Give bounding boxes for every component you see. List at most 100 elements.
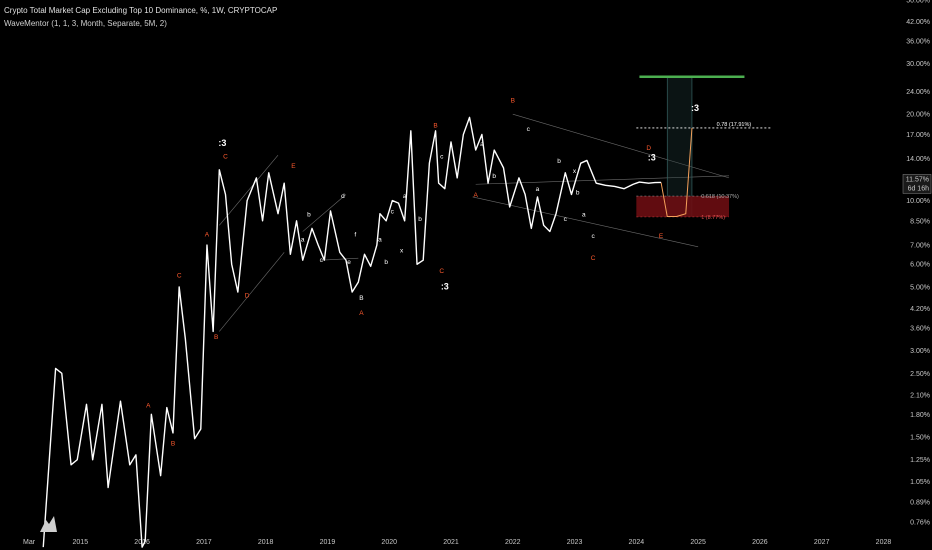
wave-label: a — [582, 212, 586, 219]
fib-label-078: 0.78 (17.91%) — [717, 122, 752, 128]
y-tick-label: 8.50% — [910, 218, 930, 225]
y-tick-label: 7.00% — [910, 243, 930, 250]
wave-label: B — [433, 122, 437, 129]
wave-label: B — [511, 97, 515, 104]
degree-label: :3 — [218, 138, 226, 148]
trend-line — [512, 113, 730, 179]
target-zone-box — [667, 76, 692, 217]
x-tick-label: 2019 — [320, 539, 336, 546]
y-tick-label: 42.00% — [906, 19, 930, 26]
trend-line — [219, 252, 285, 332]
x-tick-label: 2018 — [258, 539, 274, 546]
y-tick-label: 50.00% — [906, 0, 930, 5]
wave-label: b — [418, 216, 422, 223]
wave-label: f — [354, 231, 356, 238]
y-tick-label: 0.76% — [910, 519, 930, 526]
wave-label: b — [557, 158, 561, 165]
wave-label: A — [474, 192, 479, 199]
y-tick-label: 1.50% — [910, 435, 930, 442]
wave-label: b — [384, 259, 388, 266]
wave-label: a — [536, 186, 540, 193]
price-badge — [902, 174, 932, 194]
price-line — [42, 116, 662, 548]
x-tick-label: 2028 — [876, 539, 892, 546]
wave-label: A — [146, 403, 151, 410]
wave-label: b — [307, 212, 311, 219]
wave-label: b — [492, 173, 496, 180]
price-badge-countdown: 6d 16h — [908, 185, 930, 192]
y-tick-label: 17.00% — [906, 132, 930, 139]
trend-line — [321, 257, 359, 261]
chart-title: Crypto Total Market Cap Excluding Top 10… — [4, 6, 278, 15]
x-tick-label: 2017 — [196, 539, 212, 546]
x-tick-label: 2021 — [443, 539, 459, 546]
y-tick-label: 1.80% — [910, 412, 930, 419]
x-tick-label: 2026 — [752, 539, 768, 546]
wave-label: C — [439, 268, 444, 275]
logo-icon — [40, 516, 57, 532]
x-tick-label: 2022 — [505, 539, 521, 546]
wave-label: c — [391, 209, 395, 216]
y-tick-label: 1.05% — [910, 479, 930, 486]
wave-label: C — [177, 272, 182, 279]
y-tick-label: 10.00% — [906, 198, 930, 205]
wave-label: E — [659, 233, 664, 240]
x-tick-label: 2015 — [73, 539, 89, 546]
wave-label: c — [564, 216, 568, 223]
y-tick-label: 0.89% — [910, 500, 930, 507]
wave-label: B — [214, 334, 218, 341]
trend-line — [302, 194, 347, 232]
wave-label: c — [591, 233, 595, 240]
wave-label: B — [359, 295, 363, 302]
wave-label: c — [527, 126, 531, 133]
wave-label: B — [171, 441, 175, 448]
y-tick-label: 6.00% — [910, 262, 930, 269]
wave-label: d — [341, 193, 345, 200]
wave-label: c — [320, 257, 324, 264]
x-tick-label: 2027 — [814, 539, 830, 546]
wave-label: e — [347, 259, 351, 266]
y-tick-label: 36.00% — [906, 38, 930, 45]
y-tick-label: 2.10% — [910, 393, 930, 400]
wave-label: C — [223, 154, 228, 161]
y-tick-label: 24.00% — [906, 89, 930, 96]
x-tick-label: Mar — [23, 539, 36, 546]
wave-label: C — [591, 255, 596, 262]
projection-path — [660, 127, 693, 218]
price-badge-value: 11.57% — [906, 176, 929, 183]
wave-label: E — [291, 163, 296, 170]
wave-label: a — [378, 237, 382, 244]
y-tick-label: 1.25% — [910, 457, 930, 464]
degree-label: :3 — [691, 103, 699, 113]
y-tick-label: 14.00% — [906, 156, 930, 163]
x-tick-label: 2025 — [690, 539, 706, 546]
wave-label: A — [205, 231, 210, 238]
y-tick-label: 30.00% — [906, 61, 930, 68]
degree-label: :3 — [648, 152, 656, 162]
y-tick-label: 3.60% — [910, 325, 930, 332]
wave-label: x — [400, 247, 404, 254]
x-tick-label: 2024 — [629, 539, 645, 546]
y-tick-label: 3.00% — [910, 348, 930, 355]
wave-label: A — [359, 310, 364, 317]
wave-label: a — [403, 193, 407, 200]
wave-label: b — [576, 190, 580, 197]
wave-label: D — [245, 292, 250, 299]
wave-label: a — [301, 237, 305, 244]
y-tick-label: 5.00% — [910, 284, 930, 291]
x-tick-label: 2020 — [381, 539, 397, 546]
fib-label-0618: 0.618 (10.37%) — [701, 194, 739, 200]
wave-label: c — [440, 154, 444, 161]
x-tick-label: 2023 — [567, 539, 583, 546]
y-tick-label: 4.20% — [910, 306, 930, 313]
trend-line — [219, 154, 279, 226]
indicator-legend[interactable]: WaveMentor (1, 1, 3, Month, Separate, 5M… — [4, 19, 167, 28]
wave-label: D — [646, 145, 651, 152]
wave-label: x — [573, 168, 577, 175]
y-tick-label: 2.50% — [910, 371, 930, 378]
support-box — [636, 196, 730, 217]
fib-label-1: 1 (8.77%) — [701, 215, 725, 221]
y-tick-label: 20.00% — [906, 112, 930, 119]
degree-label: :3 — [441, 281, 449, 291]
